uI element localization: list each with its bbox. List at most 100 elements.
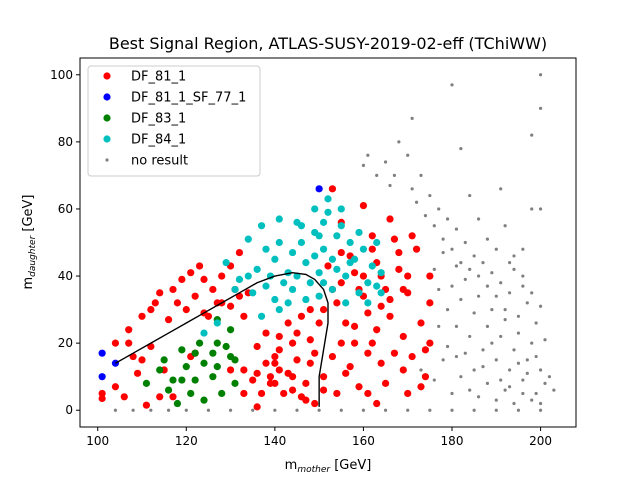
data-point-0-62	[288, 386, 297, 394]
data-point-3-45	[333, 232, 341, 240]
data-point-3-2	[222, 259, 230, 267]
data-point-2-24	[231, 356, 239, 364]
data-point-4-10	[317, 408, 321, 412]
data-point-0-113	[390, 349, 399, 357]
data-point-0-120	[404, 389, 412, 398]
data-point-4-49	[490, 271, 494, 275]
data-point-3-29	[302, 295, 310, 304]
data-point-0-124	[417, 319, 425, 327]
data-point-4-122	[463, 351, 467, 355]
x-tick-label-4: 180	[441, 434, 464, 448]
data-point-4-3	[166, 408, 171, 412]
data-point-4-96	[476, 217, 481, 221]
data-point-4-5	[206, 408, 211, 412]
data-point-3-26	[297, 222, 306, 230]
data-point-4-19	[516, 408, 521, 412]
data-point-0-53	[271, 352, 279, 361]
data-point-4-35	[432, 224, 436, 228]
data-point-0-5	[125, 326, 133, 334]
data-point-4-32	[419, 173, 423, 178]
data-point-4-106	[419, 368, 423, 372]
data-point-4-57	[521, 274, 525, 278]
data-point-2-15	[209, 349, 217, 357]
data-point-3-56	[364, 279, 372, 287]
data-point-0-90	[350, 322, 359, 330]
data-point-4-84	[499, 334, 503, 339]
data-point-0-31	[204, 312, 213, 320]
data-point-0-131	[395, 265, 403, 273]
data-point-3-11	[262, 245, 270, 253]
data-point-0-110	[386, 215, 394, 223]
data-point-4-34	[428, 193, 432, 198]
data-point-4-14	[406, 408, 410, 412]
data-point-0-41	[240, 312, 248, 320]
data-point-0-70	[311, 349, 319, 357]
x-axis-label-main: m	[285, 458, 298, 473]
legend-label-1: DF_81_1_SF_77_1	[131, 91, 246, 106]
legend-label-4: no result	[131, 154, 188, 169]
data-point-4-121	[445, 344, 450, 349]
data-point-0-106	[377, 302, 385, 310]
data-point-0-121	[408, 232, 416, 240]
data-point-3-49	[342, 299, 350, 307]
data-point-0-19	[169, 285, 177, 294]
data-point-4-89	[521, 378, 525, 382]
data-point-4-81	[485, 324, 490, 328]
data-point-4-58	[525, 301, 529, 305]
data-point-0-103	[373, 326, 381, 334]
data-point-4-15	[428, 408, 432, 412]
x-axis-label-unit: [GeV]	[330, 458, 371, 473]
data-point-4-38	[445, 217, 450, 221]
data-point-0-81	[333, 389, 341, 398]
data-point-3-33	[311, 205, 319, 213]
data-point-2-12	[195, 339, 204, 347]
data-point-0-45	[249, 376, 257, 384]
legend-marker-4	[105, 158, 109, 162]
data-point-2-13	[200, 359, 208, 367]
data-point-4-91	[530, 341, 534, 345]
data-point-4-9	[295, 408, 299, 412]
data-point-3-34	[315, 232, 323, 240]
data-point-4-8	[273, 408, 277, 412]
data-point-0-32	[209, 285, 217, 294]
data-point-2-10	[191, 349, 199, 357]
data-point-0-37	[226, 302, 235, 310]
data-point-3-5	[244, 235, 252, 243]
data-point-0-94	[359, 272, 368, 280]
data-point-0-98	[364, 389, 372, 398]
data-point-4-64	[538, 304, 543, 308]
data-point-3-57	[364, 299, 372, 307]
data-point-2-0	[142, 379, 151, 387]
data-point-0-22	[178, 275, 186, 283]
data-point-4-71	[445, 307, 450, 312]
data-point-0-79	[328, 352, 337, 361]
data-point-4-115	[503, 388, 507, 392]
data-point-4-28	[406, 153, 410, 157]
data-point-4-103	[530, 207, 534, 211]
data-point-4-11	[339, 408, 343, 412]
data-point-0-20	[169, 393, 177, 401]
data-point-0-21	[173, 299, 182, 307]
data-point-0-3	[111, 383, 120, 391]
data-point-3-16	[275, 215, 283, 223]
data-point-0-80	[333, 299, 341, 307]
data-point-4-131	[472, 368, 476, 372]
data-point-0-48	[257, 389, 266, 398]
data-point-0-24	[187, 269, 195, 277]
data-point-3-54	[355, 228, 363, 237]
legend: DF_81_1 DF_81_1_SF_77_1 DF_83_1 DF_84_1no r…	[87, 65, 261, 177]
x-tick-label-3: 160	[352, 434, 375, 448]
exclusion-curve	[115, 271, 329, 407]
data-point-4-23	[375, 173, 379, 178]
data-point-0-119	[404, 289, 412, 297]
data-point-3-59	[373, 238, 381, 247]
data-point-0-125	[417, 383, 425, 391]
data-point-4-62	[538, 106, 543, 110]
data-point-4-82	[490, 307, 494, 312]
data-point-4-132	[454, 354, 459, 359]
data-point-0-126	[421, 346, 430, 354]
data-point-3-42	[328, 255, 337, 263]
data-point-3-38	[319, 245, 328, 253]
data-point-0-23	[182, 305, 190, 314]
data-point-4-69	[437, 287, 441, 292]
